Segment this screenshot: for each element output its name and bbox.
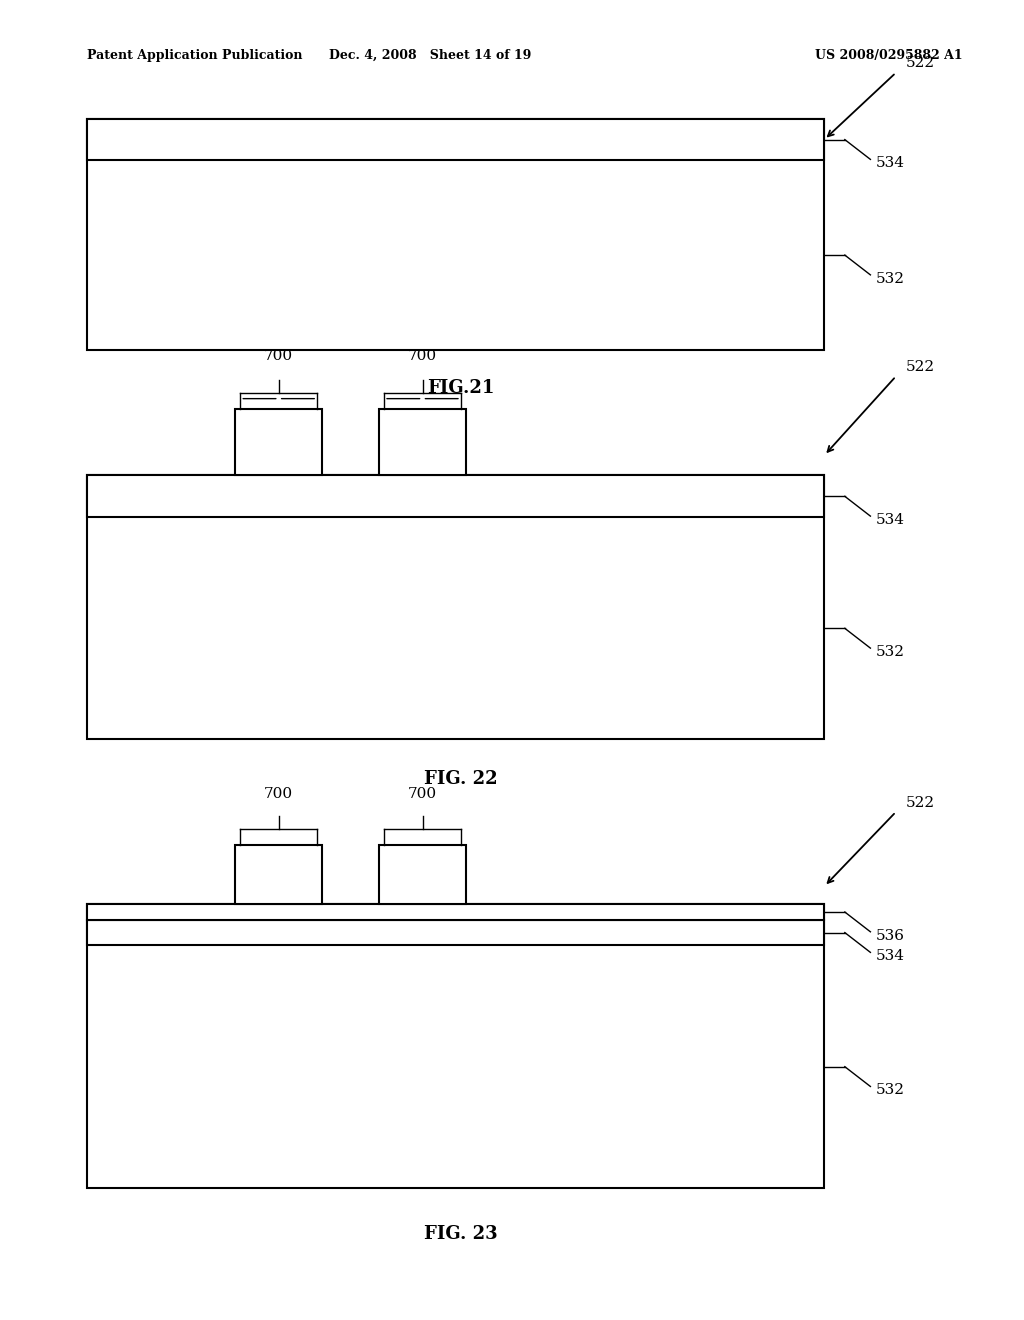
Text: 532: 532 bbox=[876, 1084, 904, 1097]
Text: Patent Application Publication: Patent Application Publication bbox=[87, 49, 302, 62]
Bar bbox=[87, 119, 824, 161]
Text: 700: 700 bbox=[264, 348, 293, 363]
Bar bbox=[236, 845, 323, 904]
Text: 522: 522 bbox=[906, 57, 935, 70]
Text: Dec. 4, 2008   Sheet 14 of 19: Dec. 4, 2008 Sheet 14 of 19 bbox=[329, 49, 531, 62]
Bar bbox=[379, 409, 466, 475]
Bar bbox=[87, 920, 824, 945]
Text: US 2008/0295882 A1: US 2008/0295882 A1 bbox=[815, 49, 963, 62]
Text: FIG. 23: FIG. 23 bbox=[424, 1225, 498, 1243]
Text: 534: 534 bbox=[876, 513, 904, 527]
Text: 700: 700 bbox=[408, 787, 437, 801]
Text: 700: 700 bbox=[264, 787, 293, 801]
Text: 522: 522 bbox=[906, 796, 935, 809]
Bar bbox=[87, 119, 824, 350]
Bar bbox=[87, 475, 824, 517]
Text: 532: 532 bbox=[876, 272, 904, 286]
Bar bbox=[87, 904, 824, 920]
Text: 700: 700 bbox=[408, 348, 437, 363]
Text: 522: 522 bbox=[906, 360, 935, 374]
Text: 536: 536 bbox=[876, 929, 904, 942]
Text: FIG.21: FIG.21 bbox=[427, 379, 495, 397]
Bar bbox=[236, 409, 323, 475]
Bar bbox=[379, 845, 466, 904]
Text: 532: 532 bbox=[876, 645, 904, 659]
Bar bbox=[87, 475, 824, 739]
Text: FIG. 22: FIG. 22 bbox=[424, 770, 498, 788]
Text: 534: 534 bbox=[876, 156, 904, 170]
Bar bbox=[87, 904, 824, 1188]
Text: 534: 534 bbox=[876, 949, 904, 964]
